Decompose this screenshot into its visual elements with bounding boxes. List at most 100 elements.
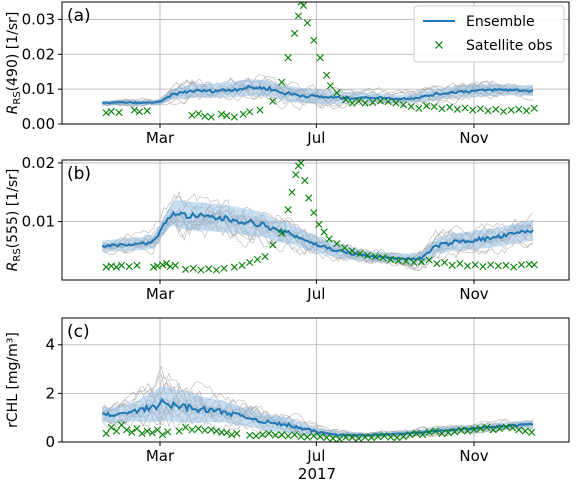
satellite-obs-point <box>479 262 487 271</box>
satellite-obs-point <box>246 108 254 116</box>
satellite-obs-point <box>387 255 395 264</box>
satellite-obs-point <box>164 428 172 436</box>
satellite-obs-point <box>438 105 446 113</box>
y-tick-label: 2 <box>45 384 55 402</box>
satellite-obs-point <box>425 256 433 264</box>
satellite-obs-point <box>223 429 231 437</box>
satellite-obs-point <box>135 108 144 116</box>
satellite-obs-point <box>258 431 267 439</box>
panel-label: (b) <box>67 164 91 184</box>
satellite-obs-point <box>499 107 508 116</box>
satellite-obs-point <box>333 89 341 97</box>
satellite-obs-point <box>315 220 323 228</box>
axes-frame <box>61 317 570 443</box>
satellite-obs-point <box>333 240 341 248</box>
legend-ensemble-label: Ensemble <box>466 14 535 30</box>
satellite-obs-point <box>476 105 484 113</box>
satellite-obs-point <box>123 426 131 434</box>
satellite-obs-point <box>171 261 179 269</box>
satellite-obs-point <box>369 98 377 106</box>
satellite-obs-point <box>297 2 305 6</box>
satellite-obs-point <box>115 108 123 117</box>
axes-frame <box>61 1 570 125</box>
satellite-obs-point <box>278 78 286 86</box>
satellite-obs-point <box>303 433 311 441</box>
satellite-obs-point <box>492 105 500 113</box>
ensemble-mean-line <box>101 397 534 437</box>
satellite-obs-point <box>510 263 518 271</box>
y-axis-label: RRS(490) [1/sr] <box>5 12 23 115</box>
satellite-obs-point <box>399 433 408 441</box>
satellite-obs-point <box>487 261 495 269</box>
satellite-obs-point <box>188 426 196 434</box>
ensemble-spread-band <box>102 200 534 265</box>
satellite-obs-point <box>269 241 277 249</box>
satellite-obs-point <box>355 434 363 442</box>
satellite-obs-point <box>448 261 456 269</box>
satellite-obs-point <box>494 262 502 270</box>
satellite-obs-point <box>399 101 408 109</box>
satellite-obs-point <box>483 423 491 432</box>
satellite-obs-point <box>316 54 324 62</box>
satellite-obs-point <box>384 98 392 106</box>
satellite-obs-point <box>379 254 387 262</box>
ensemble-spread-band <box>102 79 534 106</box>
satellite-obs-point <box>238 261 246 269</box>
satellite-obs-point <box>278 229 286 237</box>
y-tick-label: 0 <box>45 433 55 451</box>
satellite-obs-point <box>521 427 529 435</box>
satellite-obs-point <box>107 423 115 432</box>
satellite-obs-point <box>102 429 110 438</box>
satellite-obs-point <box>271 431 279 439</box>
satellite-obs-point <box>329 434 337 442</box>
satellite-obs-point <box>410 258 418 267</box>
satellite-obs-point <box>515 426 523 434</box>
satellite-obs-point <box>376 97 385 105</box>
satellite-obs-point <box>278 431 286 439</box>
y-tick-label: 0.02 <box>22 154 55 172</box>
satellite-obs-point <box>223 112 231 120</box>
satellite-obs-point <box>138 429 146 438</box>
satellite-obs-point <box>457 426 465 434</box>
satellite-obs-point <box>419 431 427 439</box>
satellite-obs-point <box>348 99 356 107</box>
satellite-obs-point <box>220 264 228 272</box>
satellite-obs-point <box>415 104 423 112</box>
satellite-obs-point <box>253 255 261 264</box>
satellite-obs-point <box>182 265 190 274</box>
y-axis-label: RRS(555) [1/sr] <box>5 169 23 272</box>
satellite-obs-point <box>393 434 401 442</box>
satellite-obs-point <box>294 12 303 20</box>
satellite-obs-point <box>290 431 299 439</box>
satellite-obs-point <box>528 428 536 436</box>
satellite-obs-point <box>326 82 335 90</box>
satellite-obs-point <box>201 426 209 434</box>
satellite-obs-point <box>175 427 183 435</box>
ensemble-mean-line <box>102 84 534 105</box>
ensemble-mean-line <box>101 210 534 261</box>
x-tick-label: Nov <box>459 447 488 465</box>
satellite-obs-point <box>310 432 318 440</box>
satellite-obs-point <box>412 429 420 438</box>
x-tick-label: Jul <box>306 285 325 303</box>
satellite-obs-point <box>456 260 464 268</box>
satellite-obs-point <box>239 110 247 118</box>
y-tick-label: 0.03 <box>22 10 55 28</box>
satellite-obs-point <box>417 258 426 266</box>
satellite-obs-point <box>407 102 415 111</box>
satellite-obs-point <box>284 206 292 214</box>
satellite-obs-point <box>299 2 308 10</box>
x-tick-label: Mar <box>146 129 175 147</box>
satellite-obs-point <box>361 99 369 107</box>
satellite-obs-point <box>246 258 254 267</box>
satellite-obs-point <box>297 433 305 441</box>
satellite-obs-point <box>507 106 515 114</box>
satellite-obs-point <box>201 112 209 120</box>
satellite-obs-point <box>430 102 438 111</box>
satellite-obs-point <box>425 428 433 436</box>
satellite-obs-point <box>438 429 446 438</box>
satellite-obs-point <box>303 19 311 27</box>
legend: Ensemble Satellite obs <box>413 5 565 63</box>
y-tick-label: 4 <box>45 336 55 354</box>
